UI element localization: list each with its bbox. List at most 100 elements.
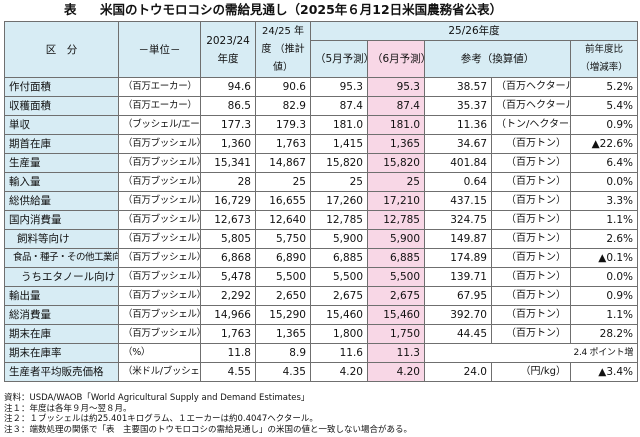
header-kubun: 区 分 xyxy=(4,21,119,78)
value-2024-25: 6,890 xyxy=(255,248,311,268)
row-item: 飼料等向け xyxy=(4,229,119,249)
value-may-forecast: 2,675 xyxy=(310,286,368,306)
row-unit: （百万ブッシェル） xyxy=(118,134,201,154)
reference-value: 35.37 xyxy=(424,96,492,116)
value-may-forecast: 15,820 xyxy=(310,153,368,173)
row-item: 輸入量 xyxy=(4,172,119,192)
note-source: 資料：USDA/WAOB「World Agricultural Supply a… xyxy=(4,393,310,403)
yoy-change: ▲22.6% xyxy=(569,134,639,154)
value-may-forecast: 181.0 xyxy=(310,115,368,135)
value-2024-25: 14,867 xyxy=(255,153,311,173)
header-may-forecast: （5月予測） xyxy=(310,40,368,78)
row-unit: （百万エーカー） xyxy=(118,77,201,97)
value-may-forecast: 15,460 xyxy=(310,305,368,325)
header-yoy: 前年度比 （増減率） xyxy=(569,40,639,78)
yoy-change: 5.4% xyxy=(569,96,639,116)
value-june-forecast: 2,675 xyxy=(367,286,425,306)
row-item: 輸出量 xyxy=(4,286,119,306)
value-2023-24: 28 xyxy=(200,172,256,192)
value-june-forecast: 25 xyxy=(367,172,425,192)
value-2024-25: 12,640 xyxy=(255,210,311,230)
yoy-change: 1.1% xyxy=(569,305,639,325)
value-june-forecast: 95.3 xyxy=(367,77,425,97)
value-june-forecast: 12,785 xyxy=(367,210,425,230)
note-2: 注２：１ブッシェルは約25.401キログラム、１エーカーは約0.4047ヘクター… xyxy=(4,414,318,424)
reference-unit: （トン/ヘクタール） xyxy=(491,115,571,135)
value-june-forecast: 5,900 xyxy=(367,229,425,249)
reference-unit: （百万トン） xyxy=(491,248,571,268)
reference-value: 139.71 xyxy=(424,267,492,287)
table-row: 作付面積 （百万エーカー） 94.6 90.6 95.3 95.3 38.57 （百万ヘクター… xyxy=(4,77,639,97)
supply-demand-table: 区 分 －単位－ 2023/24 年度 24/25 年度 （推計値） 25/26… xyxy=(4,21,639,382)
table-row: 生産量 （百万ブッシェル） 15,341 14,867 15,820 15,820 401.… xyxy=(4,153,639,173)
value-june-forecast: 15,460 xyxy=(367,305,425,325)
yoy-change: 0.9% xyxy=(569,286,639,306)
value-june-forecast: 1,750 xyxy=(367,324,425,344)
table-row: 食品・種子・その他工業向け （百万ブッシェル） 6,868 6,890 6,885 6,8… xyxy=(4,248,639,268)
row-item: 国内消費量 xyxy=(4,210,119,230)
header-reference: 参考（換算値） xyxy=(424,40,571,78)
value-2023-24: 14,966 xyxy=(200,305,256,325)
table-row: 総供給量 （百万ブッシェル） 16,729 16,655 17,260 17,210 437… xyxy=(4,191,639,211)
table-row: 総消費量 （百万ブッシェル） 14,966 15,290 15,460 15,460 392… xyxy=(4,305,639,325)
value-june-forecast: 11.3 xyxy=(367,343,425,363)
value-2023-24: 4.55 xyxy=(200,362,256,382)
reference-unit: （円/kg） xyxy=(491,362,571,382)
yoy-change: ▲3.4% xyxy=(569,362,639,382)
row-unit: （百万ブッシェル） xyxy=(118,286,201,306)
table-row: 期末在庫率 （%） 11.8 8.9 11.6 11.3 2.4 ポイント増 xyxy=(4,343,639,363)
reference-unit: （百万トン） xyxy=(491,172,571,192)
value-june-forecast: 1,365 xyxy=(367,134,425,154)
header-row-2: （5月予測） （6月予測） 参考（換算値） 前年度比 （増減率） xyxy=(5,40,639,78)
yoy-change: 28.2% xyxy=(569,324,639,344)
value-2023-24: 5,805 xyxy=(200,229,256,249)
reference-value: 44.45 xyxy=(424,324,492,344)
yoy-change: ▲0.1% xyxy=(569,248,639,268)
value-2023-24: 94.6 xyxy=(200,77,256,97)
value-2024-25: 8.9 xyxy=(255,343,311,363)
value-may-forecast: 6,885 xyxy=(310,248,368,268)
yoy-change: 5.2% xyxy=(569,77,639,97)
value-may-forecast: 25 xyxy=(310,172,368,192)
value-2023-24: 1,763 xyxy=(200,324,256,344)
reference-unit: （百万トン） xyxy=(491,191,571,211)
note-3: 注３：端数処理の関係で「表 主要国のトウモロコシの需給見通し」の米国の値と一致し… xyxy=(4,424,413,435)
value-may-forecast: 1,415 xyxy=(310,134,368,154)
row-unit: （百万ブッシェル） xyxy=(118,172,201,192)
reference-value: 0.64 xyxy=(424,172,492,192)
value-june-forecast: 17,210 xyxy=(367,191,425,211)
yoy-change: 2.6% xyxy=(569,229,639,249)
reference-change: 2.4 ポイント増 xyxy=(423,343,639,363)
reference-value: 34.67 xyxy=(424,134,492,154)
value-june-forecast: 4.20 xyxy=(367,362,425,382)
yoy-change: 1.1% xyxy=(569,210,639,230)
header-june-forecast: （6月予測） xyxy=(367,40,425,78)
value-2024-25: 5,750 xyxy=(255,229,311,249)
table-row: 国内消費量 （百万ブッシェル） 12,673 12,640 12,785 12,785 32… xyxy=(4,210,639,230)
value-june-forecast: 5,500 xyxy=(367,267,425,287)
note-1: 注１：年度は各年９月～翌８月。 xyxy=(4,403,132,414)
header-unit: －単位－ xyxy=(118,21,201,78)
value-june-forecast: 181.0 xyxy=(367,115,425,135)
value-2023-24: 1,360 xyxy=(200,134,256,154)
value-may-forecast: 17,260 xyxy=(310,191,368,211)
value-2023-24: 86.5 xyxy=(200,96,256,116)
value-2023-24: 2,292 xyxy=(200,286,256,306)
value-2023-24: 177.3 xyxy=(200,115,256,135)
reference-unit: （百万トン） xyxy=(491,267,571,287)
value-2023-24: 5,478 xyxy=(200,267,256,287)
value-june-forecast: 6,885 xyxy=(367,248,425,268)
value-june-forecast: 15,820 xyxy=(367,153,425,173)
row-item: 期末在庫率 xyxy=(4,343,119,363)
row-item: 生産量 xyxy=(4,153,119,173)
reference-unit: （百万ヘクタール） xyxy=(491,77,571,97)
value-2023-24: 15,341 xyxy=(200,153,256,173)
notes: 資料：USDA/WAOB「World Agricultural Supply a… xyxy=(4,393,412,435)
row-item: 生産者平均販売価格 xyxy=(4,362,119,382)
row-item: 収穫面積 xyxy=(4,96,119,116)
reference-unit: （百万トン） xyxy=(491,286,571,306)
value-may-forecast: 11.6 xyxy=(310,343,368,363)
table-title: 表 米国のトウモロコシの需給見通し（2025年６月12日米国農務省公表） xyxy=(0,0,640,20)
row-item: 総供給量 xyxy=(4,191,119,211)
value-may-forecast: 5,500 xyxy=(310,267,368,287)
